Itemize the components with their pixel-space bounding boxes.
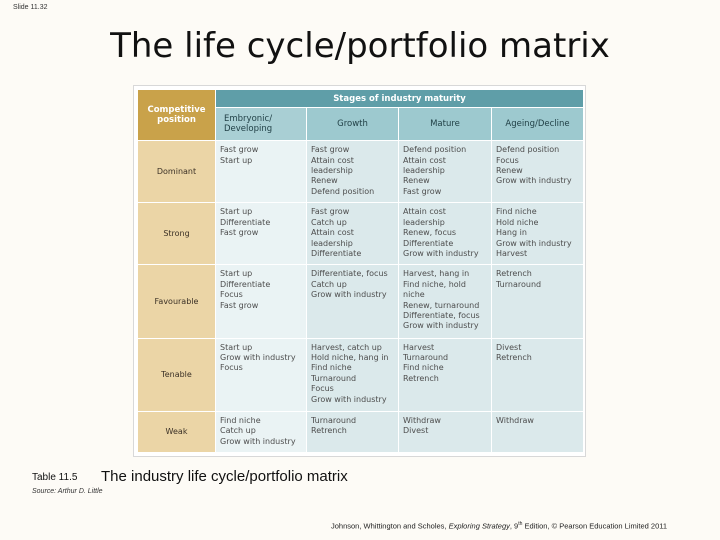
stages-of-industry-maturity-header: Stages of industry maturity — [215, 88, 584, 109]
row-header-favourable: Favourable — [137, 264, 216, 339]
slide-title: The life cycle/portfolio matrix — [110, 26, 610, 66]
table-cell: Fast grow Attain cost leadership Renew Defen… — [306, 140, 399, 204]
table-cell: Turnaround Retrench — [306, 410, 399, 454]
table-cell: Withdraw — [491, 410, 584, 454]
table-cell: Find niche Catch up Grow with industry — [215, 410, 307, 454]
table-row: Tenable Start up Grow with industry Focus … — [137, 337, 584, 412]
table-cell: Harvest, catch up Hold niche, hang in Find… — [306, 337, 399, 412]
copyright-footer: Johnson, Whittington and Scholes, Explor… — [331, 521, 668, 531]
table-cell: Start up Differentiate Fast grow — [215, 202, 307, 266]
table-cell: Retrench Turnaround — [491, 264, 584, 339]
table-row: Strong Start up Differentiate Fast grow Fa… — [137, 202, 584, 266]
column-header-ageing: Ageing/Decline — [491, 107, 584, 142]
table-cell: Harvest, hang in Find niche, hold niche Ren… — [398, 264, 492, 339]
row-header-strong: Strong — [137, 202, 216, 266]
table-cell: Fast grow Catch up Attain cost leadership Di… — [306, 202, 399, 266]
row-header-dominant: Dominant — [137, 140, 216, 204]
table-row: Favourable Start up Differentiate Focus Fas… — [137, 264, 584, 339]
table-cell: Withdraw Divest — [398, 410, 492, 454]
row-header-tenable: Tenable — [137, 337, 216, 412]
table-cell: Start up Grow with industry Focus — [215, 337, 307, 412]
table-caption-text: The industry life cycle/portfolio matrix — [101, 468, 348, 485]
column-header-growth: Growth — [306, 107, 399, 142]
table-cell: Defend position Focus Renew Grow with indus… — [491, 140, 584, 204]
matrix-table-image: Competitive position Stages of industry m… — [133, 85, 586, 457]
table-cell: Differentiate, focus Catch up Grow with in… — [306, 264, 399, 339]
table-cell: Start up Differentiate Focus Fast grow — [215, 264, 307, 339]
table-caption-label: Table 11.5 — [32, 472, 78, 483]
table-cell: Divest Retrench — [491, 337, 584, 412]
table-cell: Find niche Hold niche Hang in Grow with ind… — [491, 202, 584, 266]
slide-number: Slide 11.32 — [13, 4, 48, 11]
table-cell: Defend position Attain cost leadership Rene… — [398, 140, 492, 204]
table-row: Weak Find niche Catch up Grow with industr… — [137, 410, 584, 454]
column-header-mature: Mature — [398, 107, 492, 142]
column-header-embryonic: Embryonic/Developing — [215, 107, 307, 142]
table-cell: Harvest Turnaround Find niche Retrench — [398, 337, 492, 412]
table-cell: Attain cost leadership Renew, focus Differe… — [398, 202, 492, 266]
life-cycle-portfolio-matrix: Competitive position Stages of industry m… — [137, 88, 584, 454]
table-row: Dominant Fast grow Start up Fast grow Atta… — [137, 140, 584, 204]
row-header-weak: Weak — [137, 410, 216, 454]
table-source: Source: Arthur D. Little — [32, 488, 103, 495]
table-cell: Fast grow Start up — [215, 140, 307, 204]
competitive-position-header: Competitive position — [137, 88, 216, 142]
